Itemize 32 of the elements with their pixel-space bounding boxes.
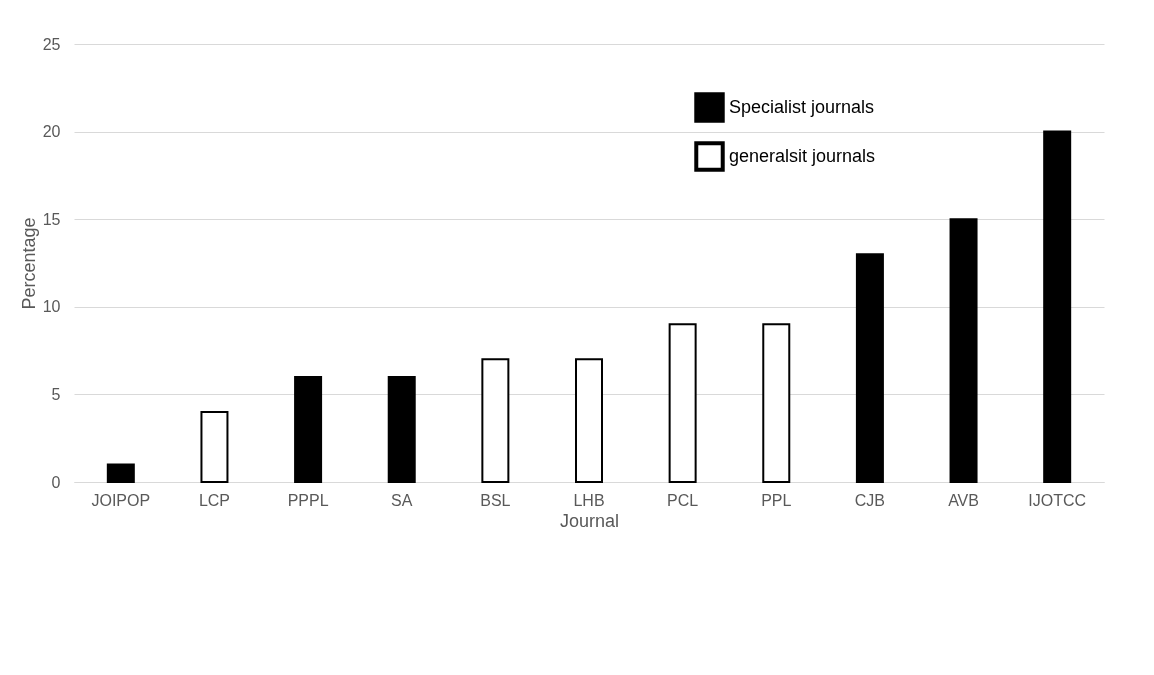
bar xyxy=(949,218,978,483)
x-tick-label: JOIPOP xyxy=(91,491,151,509)
bar xyxy=(106,463,135,483)
legend-label: Specialist journals xyxy=(729,96,875,117)
x-tick-label: AVB xyxy=(948,491,979,509)
x-tick-label: BSL xyxy=(480,491,511,509)
y-tick-label: 25 xyxy=(42,35,61,53)
bar xyxy=(668,323,697,483)
x-tick-label: LCP xyxy=(198,491,231,509)
bar xyxy=(387,375,416,483)
y-tick-label: 10 xyxy=(42,298,61,316)
bar xyxy=(481,358,510,483)
x-tick-label: IJOTCC xyxy=(1028,491,1087,509)
x-tick-label: PPL xyxy=(761,491,792,509)
bar xyxy=(1043,130,1072,483)
y-tick-label: 20 xyxy=(42,123,61,141)
bar xyxy=(762,323,791,483)
legend-label: generalsit journals xyxy=(729,145,876,166)
x-tick-label: SA xyxy=(391,491,413,509)
x-tick-label: LHB xyxy=(573,491,605,509)
y-tick-label: 0 xyxy=(51,473,61,491)
y-axis-title: Percentage xyxy=(18,217,39,310)
y-tick-label: 5 xyxy=(51,385,61,403)
bar xyxy=(294,375,323,483)
x-tick-label: PPPL xyxy=(287,491,329,509)
bar xyxy=(855,253,884,483)
x-tick-label: CJB xyxy=(854,491,886,509)
x-axis-title: Journal xyxy=(559,510,620,531)
x-tick-label: PCL xyxy=(667,491,699,509)
bar xyxy=(575,358,603,483)
bar xyxy=(200,410,229,483)
y-tick-label: 15 xyxy=(42,210,61,228)
